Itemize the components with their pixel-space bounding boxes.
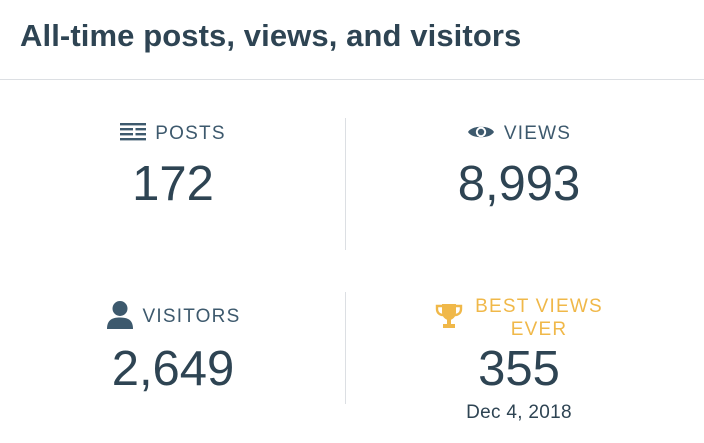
stat-best-label-line1: BEST VIEWS: [475, 296, 603, 317]
trophy-icon: [435, 302, 463, 335]
page-header: All-time posts, views, and visitors: [0, 0, 704, 80]
stat-posts-label: POSTS: [155, 123, 226, 144]
stat-visitors-label: VISITORS: [142, 306, 241, 327]
column-divider-top: [345, 118, 346, 250]
stat-views-value: 8,993: [457, 157, 581, 211]
stat-visitors-value: 2,649: [111, 342, 235, 396]
stat-best-label-line2: EVER: [510, 319, 568, 340]
stat-views-header: VIEWS: [346, 120, 692, 148]
stat-best-date: Dec 4, 2018: [466, 402, 572, 423]
column-divider-bottom: [345, 292, 346, 404]
stat-posts[interactable]: POSTS 172: [0, 120, 346, 209]
stat-best-label: BEST VIEWS EVER: [475, 295, 603, 341]
stat-visitors[interactable]: VISITORS 2,649: [0, 300, 346, 396]
stat-posts-value: 172: [132, 157, 214, 211]
stat-views[interactable]: VIEWS 8,993: [346, 120, 692, 209]
stat-posts-header: POSTS: [0, 120, 346, 148]
stat-views-label: VIEWS: [503, 123, 572, 144]
posts-icon: [120, 122, 147, 147]
stat-best-header: BEST VIEWS EVER: [346, 295, 692, 341]
stat-best-views[interactable]: BEST VIEWS EVER 355 Dec 4, 2018: [346, 295, 692, 424]
page-title: All-time posts, views, and visitors: [20, 18, 522, 53]
stat-visitors-header: VISITORS: [0, 300, 346, 331]
person-icon: [106, 300, 134, 335]
stat-best-value: 355: [478, 342, 560, 396]
eye-icon: [467, 123, 495, 146]
